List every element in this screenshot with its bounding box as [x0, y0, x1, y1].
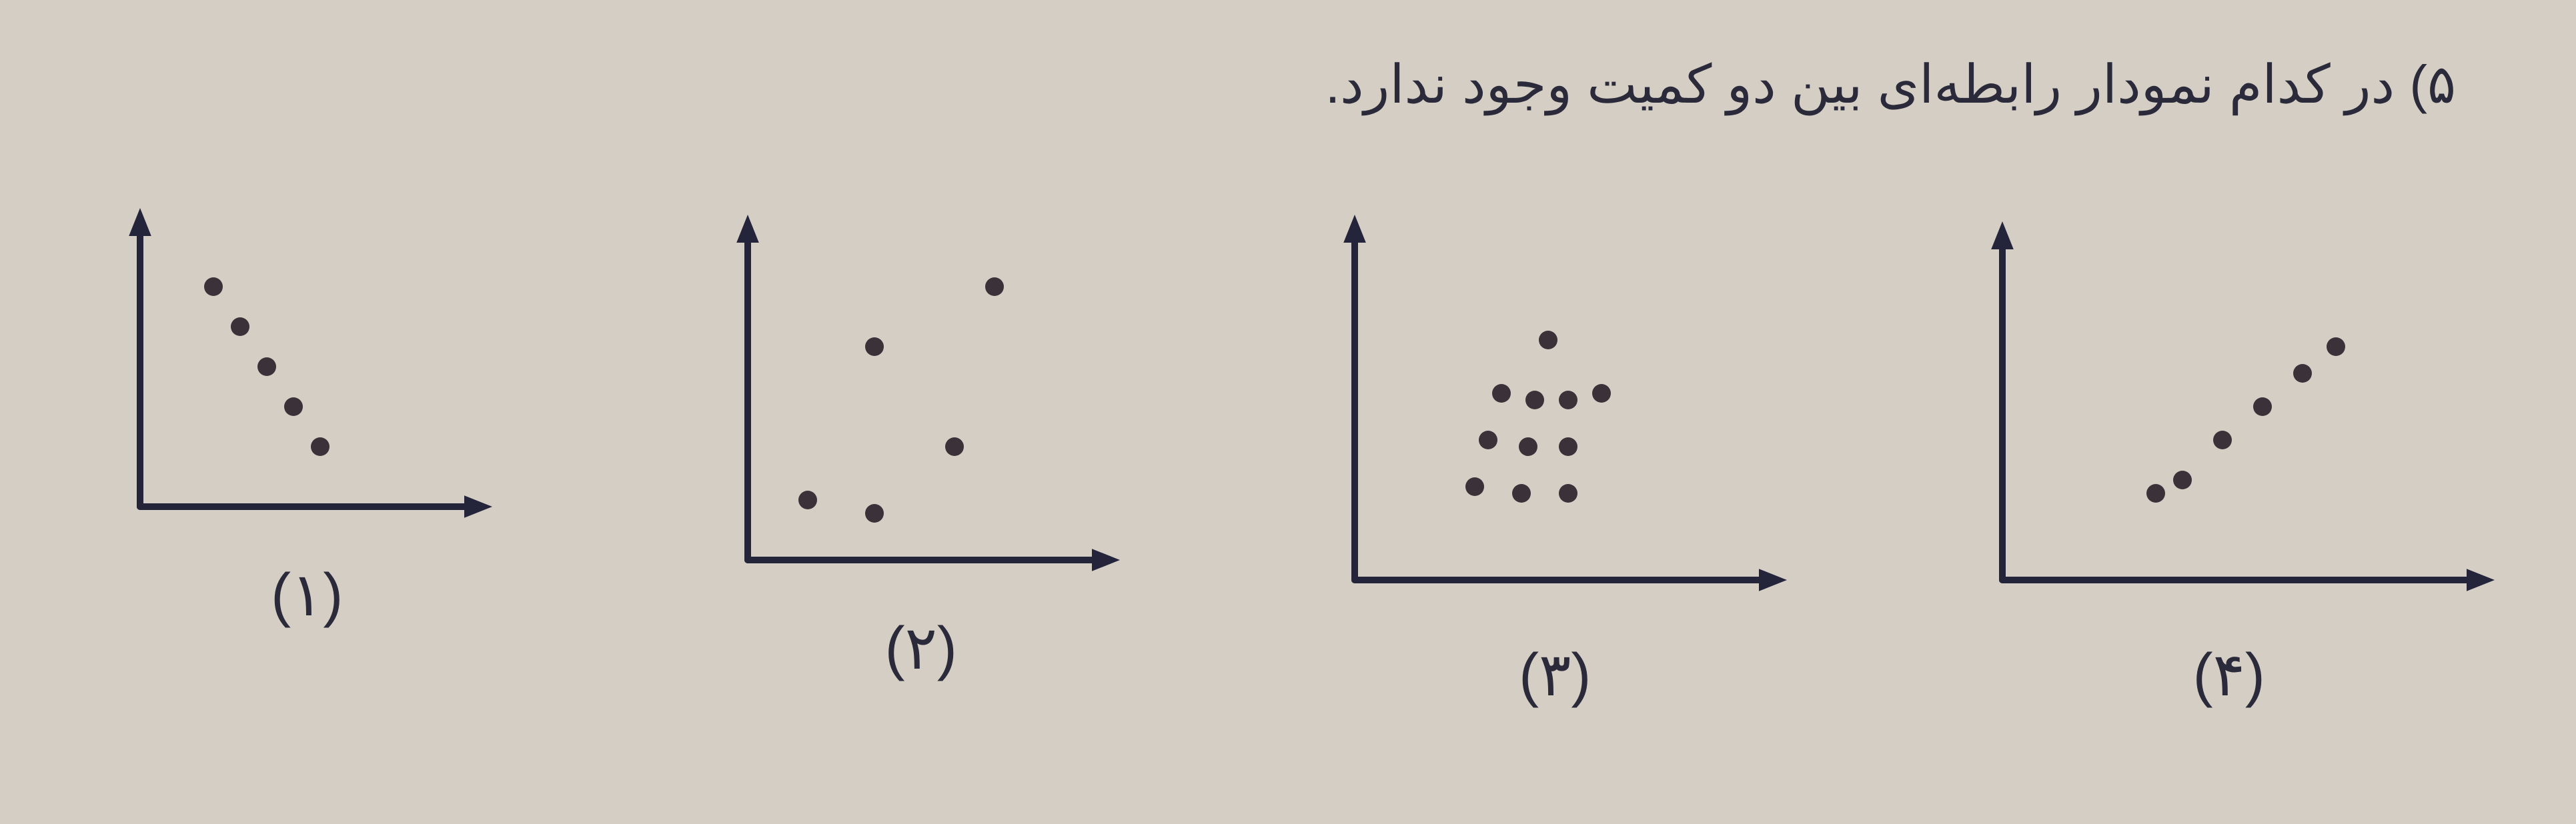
y-axis-arrow-icon	[736, 215, 759, 243]
y-axis-arrow-icon	[1343, 215, 1366, 243]
x-axis-arrow-icon	[1092, 549, 1120, 571]
plot3-point-10	[1559, 484, 1577, 503]
plot3-point-6	[1519, 437, 1537, 456]
x-axis-arrow-icon	[2467, 569, 2495, 591]
plot4-label: (۴)	[2193, 640, 2265, 710]
plot3-point-1	[1492, 384, 1511, 403]
plot4-point-3	[2253, 397, 2272, 416]
plot4-point-0	[2146, 484, 2165, 503]
plot3-point-8	[1465, 477, 1484, 496]
plot3-point-2	[1525, 391, 1544, 409]
plot3-point-5	[1479, 431, 1497, 449]
plot3-point-9	[1512, 484, 1531, 503]
plot3-label: (۳)	[1519, 640, 1591, 710]
plot1-label: (۱)	[271, 560, 343, 630]
plot2-scatter	[688, 200, 1155, 600]
plot3-cell: (۳)	[1301, 200, 1808, 710]
plot2-point-3	[798, 491, 817, 509]
plot2-point-2	[945, 437, 964, 456]
y-axis-arrow-icon	[1991, 221, 2014, 249]
y-axis-arrow-icon	[129, 208, 151, 236]
plot3-point-7	[1559, 437, 1577, 456]
plot1-point-4	[311, 437, 330, 456]
x-axis-arrow-icon	[1759, 569, 1787, 591]
question-body: در کدام نمودار رابطه‌ای بین دو کمیت وجود…	[1325, 55, 2395, 114]
plot1-point-3	[284, 397, 303, 416]
plot4-point-1	[2173, 471, 2192, 489]
plot2-point-0	[985, 277, 1004, 296]
plot1-point-2	[257, 357, 276, 376]
plot3-point-4	[1592, 384, 1611, 403]
plot1-point-1	[231, 317, 249, 336]
plots-row: (۱) (۲) (۳) (۴)	[0, 200, 2576, 787]
plot1-scatter	[73, 200, 540, 547]
plot1-point-0	[204, 277, 223, 296]
plot4-scatter	[1956, 200, 2503, 627]
plot4-point-5	[2327, 337, 2345, 356]
plot2-point-1	[865, 337, 884, 356]
plot2-cell: (۲)	[688, 200, 1155, 683]
plot3-point-0	[1539, 331, 1557, 349]
plot3-point-3	[1559, 391, 1577, 409]
plot3-scatter	[1301, 200, 1808, 627]
x-axis-arrow-icon	[464, 495, 492, 518]
question-number: ۵)	[2409, 55, 2456, 114]
plot4-point-2	[2213, 431, 2232, 449]
plot2-label: (۲)	[885, 613, 957, 683]
plot4-cell: (۴)	[1956, 200, 2503, 710]
plot2-point-4	[865, 504, 884, 523]
plot4-point-4	[2293, 364, 2312, 383]
plot1-cell: (۱)	[73, 200, 540, 630]
question-text: ۵) در کدام نمودار رابطه‌ای بین دو کمیت و…	[1325, 53, 2456, 115]
